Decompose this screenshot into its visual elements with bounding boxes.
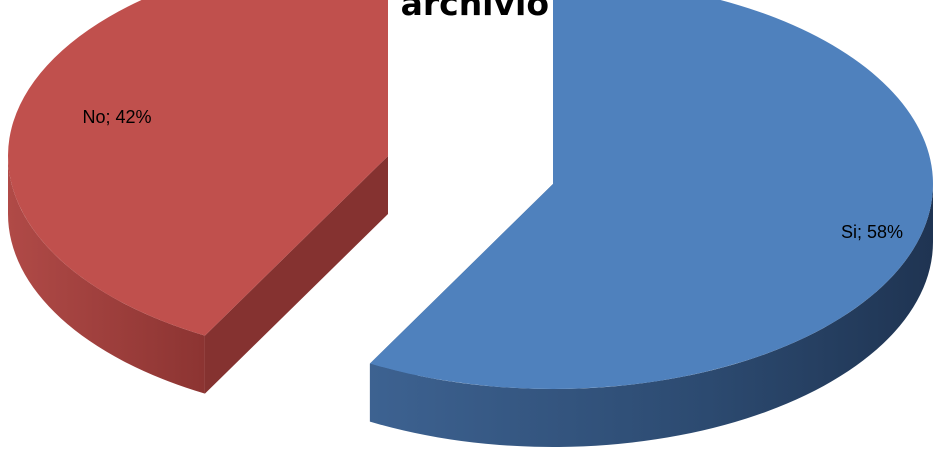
data-label-no: No; 42%: [82, 107, 151, 127]
slice-top-face: [8, 0, 388, 336]
slice-top-face: [369, 0, 933, 389]
slice-side-face: [8, 156, 205, 394]
pie-slice-si: [369, 0, 934, 448]
slice-side-face: [369, 184, 934, 448]
pie-slice-no: [8, 0, 388, 394]
slice-cut-face: [204, 156, 388, 394]
chart-title: d'archivio?: [366, 0, 569, 23]
data-label-si: Si; 58%: [841, 222, 903, 242]
